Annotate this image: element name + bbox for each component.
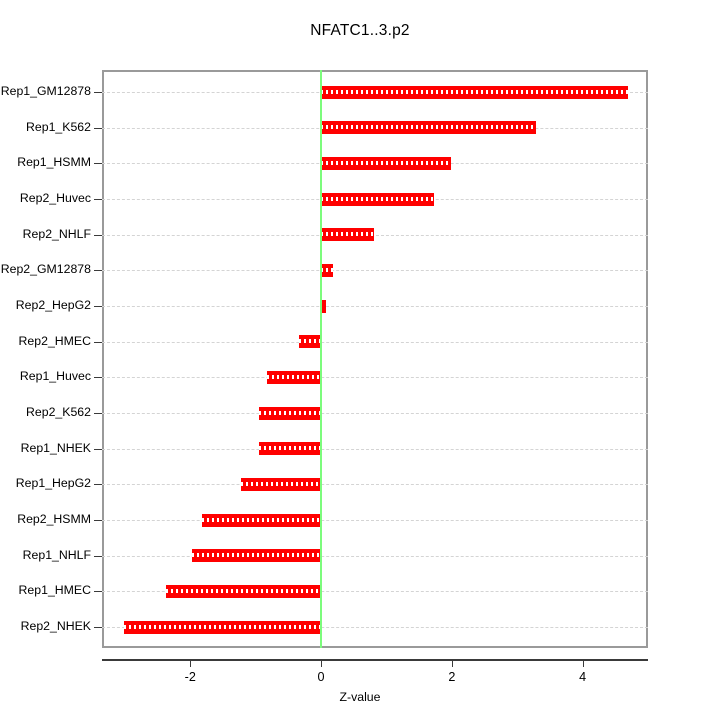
y-tick-mark	[94, 591, 102, 593]
y-tick-label-rep1_hsmm: Rep1_HSMM	[17, 155, 91, 170]
y-tick-label-rep2_k562: Rep2_K562	[26, 405, 91, 419]
gridline	[102, 520, 648, 521]
y-tick-label-rep1_hepg2: Rep1_HepG2	[15, 476, 91, 491]
bar-hatch	[321, 196, 435, 201]
y-tick-mark	[94, 270, 102, 272]
bar-hatch	[191, 553, 322, 558]
bar	[166, 584, 322, 598]
bar	[321, 263, 333, 277]
y-tick-mark	[94, 413, 102, 414]
bar	[321, 299, 326, 313]
y-tick-mark	[94, 127, 102, 129]
x-tick-label: -2	[184, 670, 196, 684]
zero-reference-line	[320, 70, 323, 648]
gridline	[102, 341, 648, 343]
gridline	[102, 270, 648, 272]
bar-hatch	[321, 160, 452, 165]
bar	[241, 477, 322, 491]
bar	[258, 406, 322, 420]
gridline	[102, 627, 648, 628]
y-tick-label-rep1_nhek: Rep1_NHEK	[20, 440, 91, 455]
x-tick-label: 4	[579, 670, 587, 684]
bar-hatch	[166, 588, 322, 593]
chart-title: NFATC1..3.p2	[310, 22, 410, 39]
gridline	[102, 555, 648, 557]
y-tick-label-rep1_hmec: Rep1_HMEC	[18, 583, 91, 598]
y-tick-label-rep2_hsmm: Rep2_HSMM	[17, 512, 91, 526]
y-tick-mark	[94, 199, 102, 200]
bar	[267, 370, 322, 384]
plot-area	[102, 70, 648, 648]
y-tick-mark	[94, 520, 102, 521]
x-tick-mark	[321, 659, 323, 667]
y-tick-label-rep2_nhlf: Rep2_NHLF	[22, 226, 91, 241]
bar-hatch	[298, 339, 322, 344]
y-tick-label-rep2_gm12878: Rep2_GM12878	[0, 262, 91, 277]
y-tick-mark	[94, 341, 102, 343]
y-tick-label-rep2_hepg2: Rep2_HepG2	[15, 298, 91, 312]
bar-hatch	[123, 624, 322, 629]
bar	[321, 85, 628, 99]
y-tick-label-rep1_nhlf: Rep1_NHLF	[22, 547, 91, 562]
bar	[258, 442, 322, 456]
gridline	[102, 234, 648, 236]
y-tick-label-rep2_huvec: Rep2_Huvec	[19, 191, 91, 205]
gridline	[102, 306, 648, 307]
y-tick-mark	[94, 627, 102, 628]
x-axis-line	[102, 659, 648, 661]
bar	[321, 156, 452, 170]
y-tick-label-rep1_gm12878: Rep1_GM12878	[0, 84, 91, 98]
bar-hatch	[258, 410, 322, 415]
bar-hatch	[202, 517, 322, 522]
bar-hatch	[241, 481, 322, 486]
bar-hatch	[321, 232, 374, 237]
bar-hatch	[321, 267, 333, 272]
y-tick-label-rep1_huvec: Rep1_Huvec	[19, 369, 91, 384]
gridline	[102, 448, 648, 450]
y-tick-mark	[94, 555, 102, 557]
x-tick-mark	[582, 659, 584, 667]
bar	[321, 228, 374, 242]
y-tick-mark	[94, 92, 102, 93]
x-tick-mark	[190, 659, 192, 667]
gridline	[102, 413, 648, 414]
y-tick-mark	[94, 234, 102, 236]
y-tick-label-rep1_k562: Rep1_K562	[26, 119, 91, 134]
x-tick-label: 0	[317, 670, 325, 684]
gridline	[102, 484, 648, 486]
bar	[321, 192, 435, 206]
y-tick-mark	[94, 377, 102, 379]
bar	[123, 620, 322, 634]
bar	[202, 513, 322, 527]
y-tick-label-rep2_hmec: Rep2_HMEC	[18, 333, 91, 348]
bar-hatch	[321, 89, 628, 94]
y-tick-mark	[94, 484, 102, 486]
gridline	[102, 591, 648, 593]
bar-hatch	[258, 446, 322, 451]
bar	[321, 121, 536, 135]
y-tick-mark	[94, 163, 102, 165]
x-tick-label: 2	[448, 670, 456, 684]
bar-hatch	[267, 374, 322, 379]
y-tick-mark	[94, 448, 102, 450]
y-tick-label-rep2_nhek: Rep2_NHEK	[20, 619, 91, 633]
x-axis-title: Z-value	[339, 690, 381, 704]
x-tick-mark	[451, 659, 453, 667]
bar-hatch	[321, 125, 536, 130]
gridline	[102, 377, 648, 379]
y-tick-mark	[94, 306, 102, 307]
bar	[191, 549, 322, 563]
bar	[298, 335, 322, 349]
